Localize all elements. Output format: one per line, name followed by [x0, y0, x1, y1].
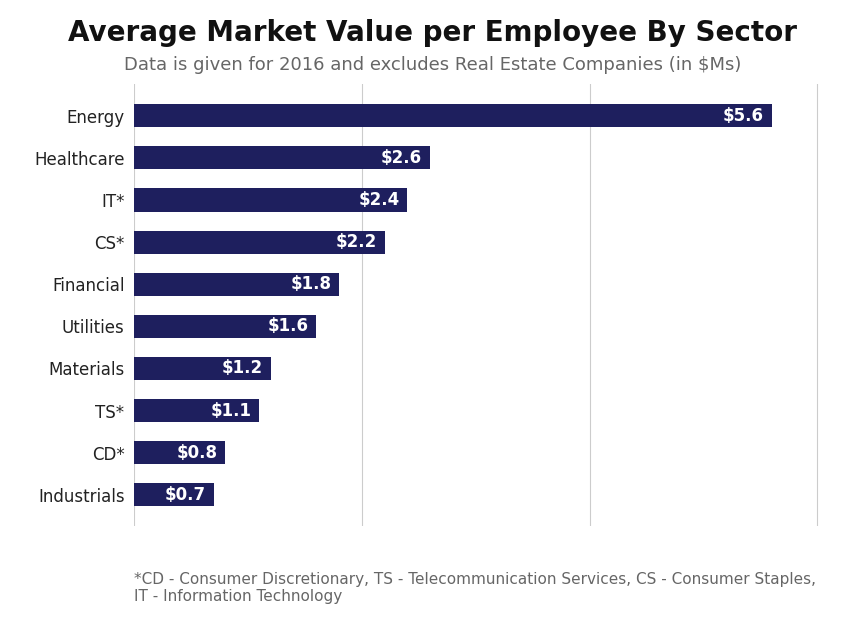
Text: Data is given for 2016 and excludes Real Estate Companies (in $Ms): Data is given for 2016 and excludes Real… [125, 56, 741, 74]
Bar [134, 357, 271, 380]
Text: *CD - Consumer Discretionary, TS - Telecommunication Services, CS - Consumer Sta: *CD - Consumer Discretionary, TS - Telec… [134, 572, 817, 604]
Bar [134, 441, 225, 464]
Text: Average Market Value per Employee By Sector: Average Market Value per Employee By Sec… [68, 19, 798, 47]
Bar [134, 315, 316, 338]
Text: $1.6: $1.6 [268, 317, 308, 335]
Bar [134, 273, 339, 296]
Text: $0.7: $0.7 [165, 486, 206, 504]
Bar [134, 399, 260, 422]
Text: $1.1: $1.1 [210, 402, 251, 419]
Bar [134, 231, 385, 254]
Text: $1.8: $1.8 [290, 275, 331, 293]
Bar [134, 483, 214, 506]
Text: $5.6: $5.6 [723, 107, 764, 125]
Text: $0.8: $0.8 [177, 444, 217, 462]
Text: $2.4: $2.4 [359, 191, 399, 209]
Bar [134, 146, 430, 169]
Text: $2.2: $2.2 [335, 233, 377, 251]
Bar [134, 188, 407, 212]
Text: $2.6: $2.6 [381, 149, 423, 167]
Text: $1.2: $1.2 [222, 359, 263, 378]
Bar [134, 104, 772, 127]
